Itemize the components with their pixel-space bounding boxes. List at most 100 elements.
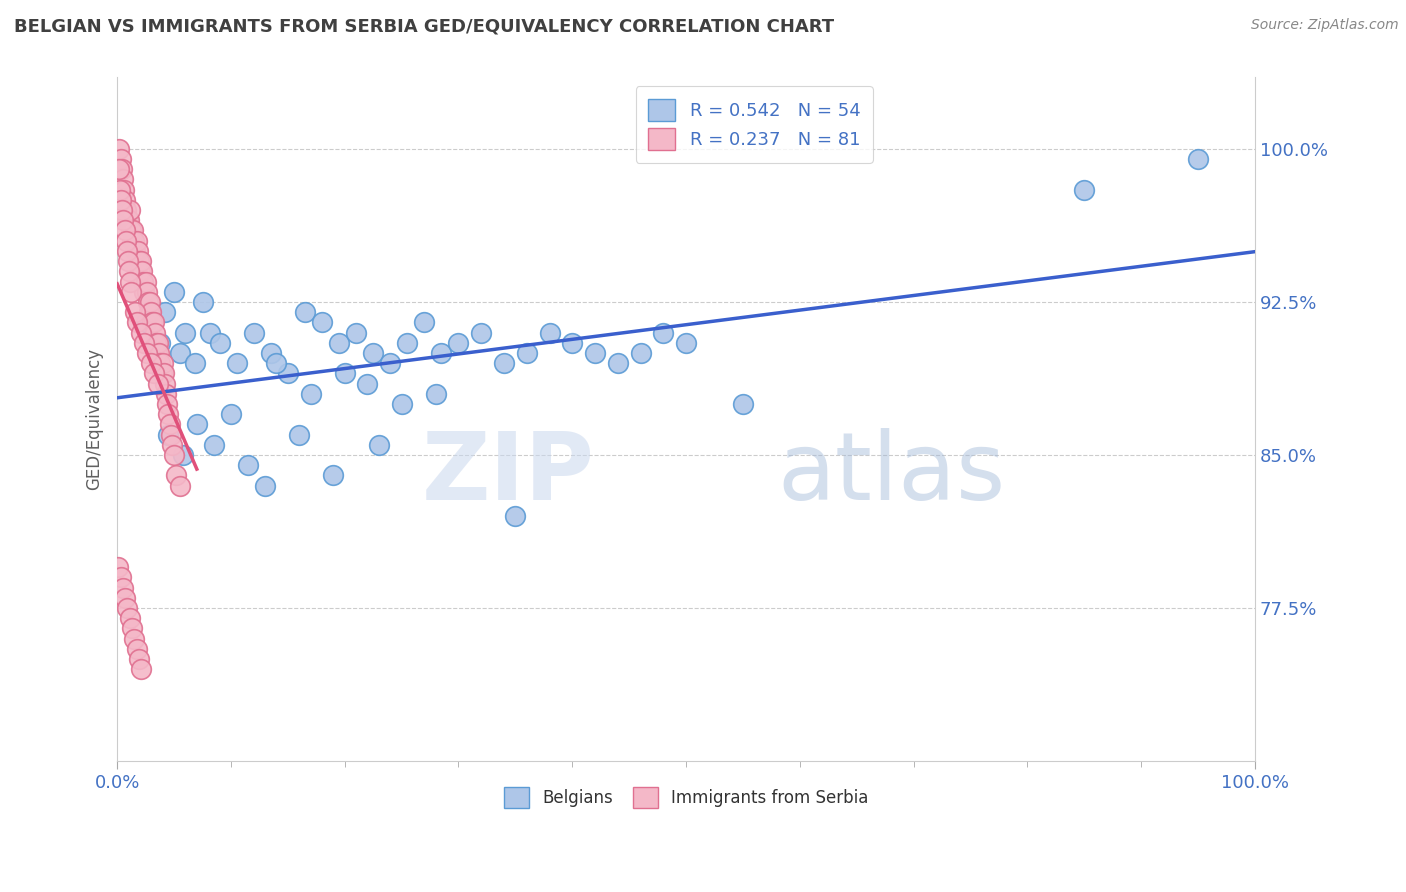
Point [380, 356, 402, 370]
Point [391, 397, 413, 411]
Point [114, 223, 136, 237]
Point [367, 438, 389, 452]
Point [396, 335, 419, 350]
Point [135, 315, 157, 329]
Text: atlas: atlas [778, 428, 1005, 520]
Point [118, 264, 141, 278]
Point [225, 356, 247, 370]
Point [127, 244, 149, 258]
Point [110, 193, 132, 207]
Point [165, 468, 187, 483]
Point [111, 172, 134, 186]
Point [114, 193, 136, 207]
Point [208, 335, 231, 350]
Point [145, 335, 167, 350]
Point [117, 213, 139, 227]
Point [132, 335, 155, 350]
Point [134, 285, 156, 299]
Point [117, 254, 139, 268]
Point [169, 346, 191, 360]
Legend: Belgians, Immigrants from Serbia: Belgians, Immigrants from Serbia [496, 780, 875, 814]
Point [157, 427, 180, 442]
Point [299, 386, 322, 401]
Point [470, 326, 492, 340]
Point [122, 234, 145, 248]
Point [152, 356, 174, 370]
Point [128, 254, 150, 268]
Point [266, 356, 288, 370]
Point [202, 438, 225, 452]
Point [112, 183, 135, 197]
Point [294, 305, 316, 319]
Point [108, 162, 131, 177]
Point [120, 285, 142, 299]
Point [277, 367, 299, 381]
Point [159, 427, 181, 442]
Point [114, 234, 136, 248]
Point [132, 275, 155, 289]
Point [174, 326, 197, 340]
Point [652, 326, 675, 340]
Point [157, 407, 180, 421]
Text: BELGIAN VS IMMIGRANTS FROM SERBIA GED/EQUIVALENCY CORRELATION CHART: BELGIAN VS IMMIGRANTS FROM SERBIA GED/EQ… [14, 18, 834, 36]
Point [108, 142, 131, 156]
Point [149, 356, 172, 370]
Point [344, 326, 367, 340]
Point [288, 427, 311, 442]
Point [122, 632, 145, 646]
Point [1073, 183, 1095, 197]
Point [186, 417, 208, 432]
Point [139, 294, 162, 309]
Point [139, 356, 162, 370]
Point [148, 346, 170, 360]
Point [129, 254, 152, 268]
Point [328, 335, 350, 350]
Point [160, 438, 183, 452]
Point [322, 468, 344, 483]
Point [561, 335, 583, 350]
Point [606, 356, 628, 370]
Point [516, 346, 538, 360]
Point [146, 376, 169, 391]
Point [136, 346, 159, 360]
Point [120, 223, 142, 237]
Point [1187, 152, 1209, 166]
Point [583, 346, 606, 360]
Point [183, 356, 205, 370]
Point [129, 326, 152, 340]
Point [333, 367, 356, 381]
Point [111, 162, 134, 177]
Point [143, 367, 166, 381]
Point [141, 305, 163, 319]
Point [115, 244, 138, 258]
Point [149, 335, 172, 350]
Point [115, 203, 138, 218]
Point [311, 315, 333, 329]
Point [675, 335, 697, 350]
Point [356, 376, 378, 391]
Point [135, 285, 157, 299]
Point [731, 397, 754, 411]
Point [413, 315, 436, 329]
Y-axis label: GED/Equivalency: GED/Equivalency [86, 348, 103, 491]
Point [118, 611, 141, 625]
Point [430, 346, 453, 360]
Point [146, 335, 169, 350]
Text: ZIP: ZIP [422, 428, 595, 520]
Point [125, 641, 148, 656]
Point [110, 570, 132, 584]
Point [121, 234, 143, 248]
Point [447, 335, 470, 350]
Point [169, 478, 191, 492]
Point [425, 386, 447, 401]
Point [538, 326, 561, 340]
Point [260, 346, 283, 360]
Point [111, 203, 134, 218]
Point [159, 417, 181, 432]
Point [141, 315, 163, 329]
Point [124, 244, 146, 258]
Point [136, 294, 159, 309]
Point [138, 305, 160, 319]
Text: Source: ZipAtlas.com: Source: ZipAtlas.com [1251, 18, 1399, 32]
Point [121, 622, 143, 636]
